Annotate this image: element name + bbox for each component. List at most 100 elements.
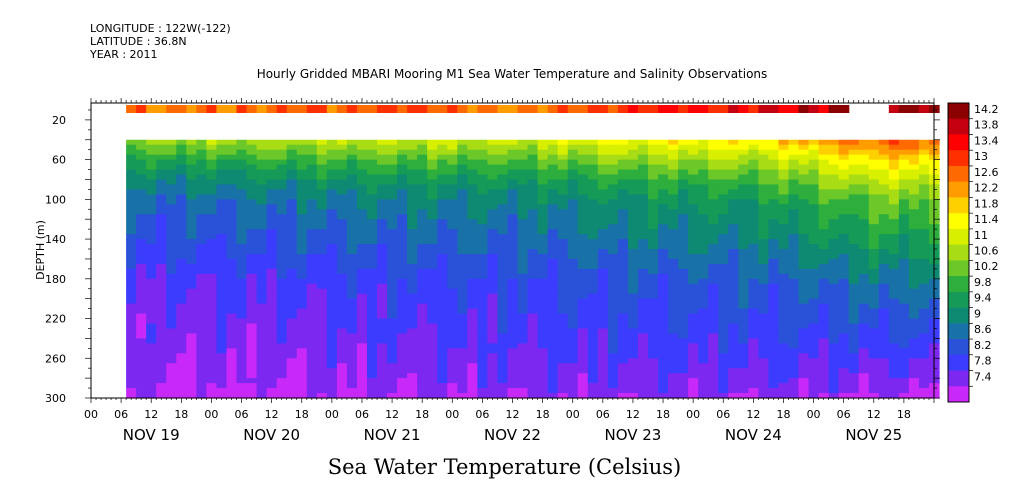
heatmap-cell: [186, 244, 197, 250]
heatmap-cell: [477, 263, 489, 270]
heatmap-cell: [276, 149, 288, 156]
heatmap-cell: [878, 154, 890, 161]
colorbar-label: 9: [974, 307, 981, 320]
heatmap-cell: [898, 199, 910, 205]
heatmap-cell: [597, 239, 609, 245]
heatmap-cell: [718, 363, 729, 369]
heatmap-cell: [236, 199, 248, 205]
heatmap-cell: [868, 393, 880, 399]
heatmap-cell: [336, 244, 348, 250]
heatmap-cell: [326, 149, 338, 156]
heatmap-cell: [798, 224, 810, 230]
heatmap-cell: [467, 263, 478, 270]
heatmap-cell: [246, 139, 258, 146]
heatmap-cell: [647, 234, 659, 240]
heatmap-cell: [226, 308, 238, 315]
heatmap-cell: [236, 229, 248, 235]
heatmap-cell: [858, 169, 870, 176]
heatmap-cell: [708, 333, 719, 340]
heatmap-cell: [366, 378, 378, 384]
heatmap-cell: [377, 303, 388, 310]
heatmap-cell: [848, 268, 860, 275]
heatmap-cell: [226, 318, 238, 325]
heatmap-cell: [236, 378, 248, 384]
heatmap-cell: [788, 244, 800, 250]
heatmap-cell: [718, 219, 729, 225]
heatmap-cell: [918, 189, 930, 195]
heatmap-cell: [577, 253, 589, 260]
surface-cell: [537, 105, 549, 113]
heatmap-cell: [216, 288, 228, 295]
heatmap-cell: [788, 229, 800, 235]
heatmap-cell: [688, 333, 699, 340]
heatmap-cell: [637, 199, 649, 205]
heatmap-cell: [186, 373, 197, 379]
heatmap-cell: [497, 368, 509, 374]
heatmap-cell: [888, 358, 900, 364]
heatmap-cell: [878, 353, 890, 359]
heatmap-cell: [236, 239, 248, 245]
heatmap-cell: [266, 253, 278, 260]
heatmap-cell: [377, 139, 388, 146]
surface-cell: [688, 105, 699, 113]
heatmap-cell: [708, 358, 719, 364]
heatmap-cell: [678, 149, 689, 156]
heatmap-cell: [517, 244, 529, 250]
heatmap-cell: [658, 368, 669, 374]
heatmap-cell: [718, 258, 729, 265]
heatmap-cell: [908, 353, 920, 359]
heatmap-cell: [788, 283, 800, 290]
heatmap-cell: [196, 179, 208, 186]
heatmap-cell: [527, 204, 539, 210]
heatmap-cell: [577, 219, 589, 225]
heatmap-cell: [838, 189, 850, 195]
heatmap-cell: [888, 388, 900, 394]
heatmap-cell: [557, 199, 569, 205]
heatmap-cell: [567, 149, 579, 156]
heatmap-cell: [457, 393, 468, 399]
heatmap-cell: [356, 169, 368, 176]
heatmap-cell: [356, 179, 368, 186]
heatmap-cell: [537, 204, 549, 210]
heatmap-cell: [407, 214, 418, 220]
heatmap-cell: [527, 338, 539, 344]
heatmap-cell: [647, 169, 659, 176]
heatmap-cell: [778, 189, 790, 195]
heatmap-cell: [126, 298, 137, 305]
heatmap-cell: [637, 179, 649, 186]
heatmap-cell: [156, 368, 167, 374]
heatmap-cell: [537, 174, 549, 181]
heatmap-cell: [868, 298, 880, 305]
heatmap-cell: [547, 338, 559, 344]
heatmap-cell: [888, 249, 900, 255]
heatmap-cell: [457, 328, 468, 335]
heatmap-cell: [306, 393, 318, 399]
heatmap-cell: [206, 263, 218, 270]
heatmap-cell: [798, 308, 810, 315]
heatmap-cell: [728, 174, 739, 181]
heatmap-cell: [718, 353, 729, 359]
heatmap-cell: [356, 224, 368, 230]
heatmap-cell: [196, 209, 208, 215]
heatmap-cell: [678, 239, 689, 245]
heatmap-cell: [597, 268, 609, 275]
heatmap-cell: [216, 378, 228, 384]
heatmap-cell: [738, 388, 749, 394]
heatmap-cell: [166, 174, 177, 181]
heatmap-cell: [878, 363, 890, 369]
heatmap-cell: [577, 303, 589, 310]
heatmap-cell: [387, 338, 398, 344]
heatmap-cell: [427, 229, 438, 235]
heatmap-cell: [798, 244, 810, 250]
heatmap-cell: [678, 298, 689, 305]
heatmap-cell: [216, 313, 228, 320]
heatmap-cell: [788, 363, 800, 369]
heatmap-cell: [768, 348, 780, 354]
heatmap-cell: [437, 288, 448, 295]
heatmap-cell: [908, 179, 920, 186]
heatmap-cell: [788, 249, 800, 255]
heatmap-cell: [627, 298, 639, 305]
heatmap-cell: [156, 383, 167, 389]
heatmap-cell: [176, 154, 187, 161]
heatmap-cell: [828, 368, 840, 374]
